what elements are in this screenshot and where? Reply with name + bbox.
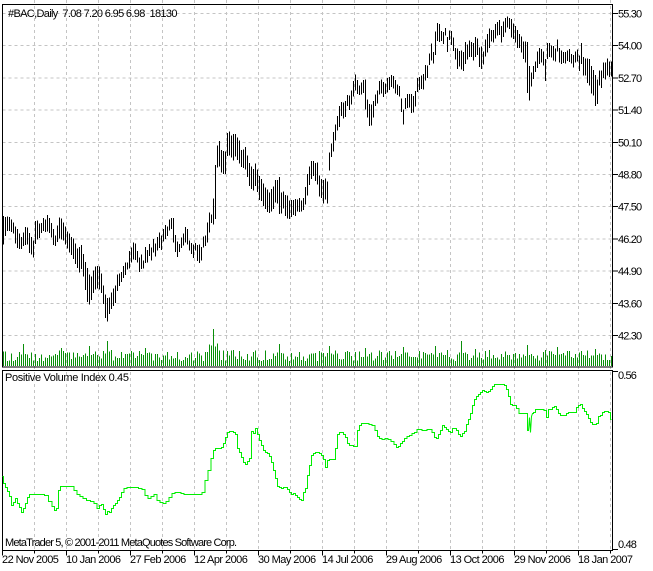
svg-text:14 Jul 2006: 14 Jul 2006 (322, 554, 373, 566)
svg-text:22 Nov 2005: 22 Nov 2005 (2, 554, 59, 566)
svg-text:48.80: 48.80 (618, 170, 642, 182)
svg-text:13 Oct 2006: 13 Oct 2006 (450, 554, 504, 566)
svg-text:54.00: 54.00 (618, 41, 642, 53)
svg-text:12 Apr 2006: 12 Apr 2006 (194, 554, 248, 566)
svg-text:51.40: 51.40 (618, 105, 642, 117)
svg-text:#BAC,Daily 7.08 7.20 6.95 6.9: #BAC,Daily 7.08 7.20 6.95 6.98 18130 (8, 8, 177, 20)
svg-text:18 Jan 2007: 18 Jan 2007 (578, 554, 633, 566)
svg-text:55.30: 55.30 (618, 9, 642, 21)
svg-text:52.70: 52.70 (618, 73, 642, 85)
svg-text:0.48: 0.48 (618, 539, 637, 551)
svg-text:29 Nov 2006: 29 Nov 2006 (514, 554, 571, 566)
svg-text:27 Feb 2006: 27 Feb 2006 (130, 554, 186, 566)
svg-text:Positive Volume Index 0.45: Positive Volume Index 0.45 (5, 372, 129, 384)
svg-text:29 Aug 2006: 29 Aug 2006 (386, 554, 442, 566)
svg-text:47.50: 47.50 (618, 202, 642, 214)
svg-text:0.56: 0.56 (618, 370, 637, 382)
svg-text:MetaTrader 5, © 2001-2011 Meta: MetaTrader 5, © 2001-2011 MetaQuotes Sof… (5, 537, 237, 549)
svg-text:43.60: 43.60 (618, 298, 642, 310)
svg-text:50.10: 50.10 (618, 137, 642, 149)
svg-text:10 Jan 2006: 10 Jan 2006 (66, 554, 121, 566)
svg-text:44.90: 44.90 (618, 266, 642, 278)
svg-text:42.30: 42.30 (618, 331, 642, 343)
svg-text:30 May 2006: 30 May 2006 (258, 554, 316, 566)
svg-text:46.20: 46.20 (618, 234, 642, 246)
